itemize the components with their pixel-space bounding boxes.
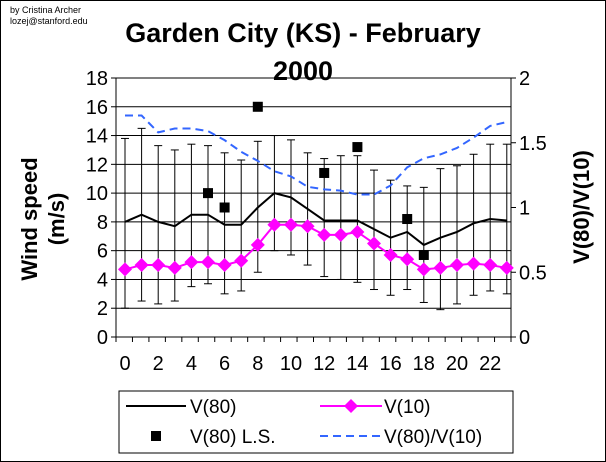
legend-v80-label: V(80) <box>190 397 236 418</box>
gridlines <box>111 77 516 342</box>
v10-point-12 <box>317 227 332 242</box>
y-left-tick-label-4: 4 <box>97 269 108 291</box>
ls-point-12 <box>319 167 330 178</box>
v10-point-1 <box>134 258 149 273</box>
legend: V(80) V(10) V(80) L.S. V(80)/V(10) <box>118 390 514 454</box>
x-tick-label-20: 20 <box>446 353 468 375</box>
legend-v10-marker <box>344 399 358 413</box>
x-tick-label-6: 6 <box>219 353 230 375</box>
v10-point-21 <box>466 256 481 271</box>
y-left-tick-label-2: 2 <box>97 298 108 320</box>
v10-point-9 <box>267 217 282 232</box>
series-ratio-line <box>125 114 508 196</box>
y-axis-label-left-line-2: (m/s) <box>44 193 69 246</box>
y-left-tick-label-18: 18 <box>86 68 108 90</box>
x-tick-label-16: 16 <box>379 353 401 375</box>
x-tick-label-14: 14 <box>346 353 368 375</box>
y-left-tick-label-12: 12 <box>86 154 108 176</box>
legend-ratio-label: V(80)/V(10) <box>384 427 482 448</box>
x-tick-label-12: 12 <box>313 353 335 375</box>
y-left-tick-label-16: 16 <box>86 97 108 119</box>
x-tick-label-18: 18 <box>413 353 435 375</box>
v10-point-6 <box>217 258 232 273</box>
y-right-tick-label-0: 0 <box>519 327 530 349</box>
v10-point-20 <box>450 258 464 273</box>
v10-point-10 <box>284 217 298 232</box>
series-v10-line <box>124 223 507 271</box>
y-axis-label-right: V(80)/V(10) <box>569 150 594 264</box>
v10-point-0 <box>118 262 132 277</box>
v10-point-18 <box>416 262 431 277</box>
ls-point-6 <box>219 202 230 213</box>
y-left-tick-label-6: 6 <box>97 241 108 263</box>
v10-point-19 <box>433 260 448 275</box>
credit-author: by Cristina Archer <box>10 5 81 15</box>
x-tick-label-10: 10 <box>280 353 302 375</box>
legend-v10-label: V(10) <box>384 397 430 418</box>
v10-point-7 <box>234 253 249 268</box>
y-right-tick-label-1.5: 1.5 <box>519 133 547 155</box>
v10-point-11 <box>300 219 315 234</box>
ls-point-8 <box>252 101 263 112</box>
credit-email: lozej@stanford.edu <box>10 16 88 26</box>
ls-point-5 <box>203 188 213 199</box>
y-right-tick-label-0.5: 0.5 <box>519 262 547 284</box>
y-left-tick-label-8: 8 <box>97 212 108 234</box>
v10-point-14 <box>350 224 365 239</box>
x-tick-label-4: 4 <box>186 353 197 375</box>
legend-ls-marker <box>151 431 161 441</box>
chart-title-line-1: Garden City (KS) - February <box>125 18 481 48</box>
ls-point-18 <box>418 249 429 260</box>
v10-point-16 <box>383 247 398 262</box>
y-left-tick-label-10: 10 <box>86 183 108 205</box>
v10-point-23 <box>499 260 514 275</box>
v10-point-15 <box>367 236 381 251</box>
y-left-tick-label-14: 14 <box>86 126 108 148</box>
v10-point-5 <box>201 255 215 270</box>
x-tick-label-22: 22 <box>479 353 501 375</box>
v10-point-3 <box>167 260 182 275</box>
x-tick-label-0: 0 <box>119 353 130 375</box>
v10-point-8 <box>250 237 265 252</box>
v10-point-17 <box>400 252 415 267</box>
legend-ls-label: V(80) L.S. <box>190 427 276 448</box>
x-tick-label-8: 8 <box>252 353 263 375</box>
ls-point-17 <box>402 214 413 225</box>
legend-box <box>118 390 514 454</box>
data-series <box>118 101 514 277</box>
x-tick-label-2: 2 <box>153 353 164 375</box>
y-axis-label-left-line-1: Wind speed <box>17 157 42 280</box>
y-right-tick-label-2: 2 <box>519 68 530 90</box>
v10-point-4 <box>184 255 199 270</box>
ls-point-14 <box>352 142 363 153</box>
chart-title-line-2: 2000 <box>273 56 333 86</box>
y-right-tick-label-1: 1 <box>519 198 530 220</box>
series-v80-line <box>124 192 507 247</box>
v10-point-22 <box>483 258 498 273</box>
v10-point-13 <box>333 227 348 242</box>
error-bars <box>121 127 511 311</box>
v10-point-2 <box>151 258 166 273</box>
y-left-tick-label-0: 0 <box>97 327 108 349</box>
